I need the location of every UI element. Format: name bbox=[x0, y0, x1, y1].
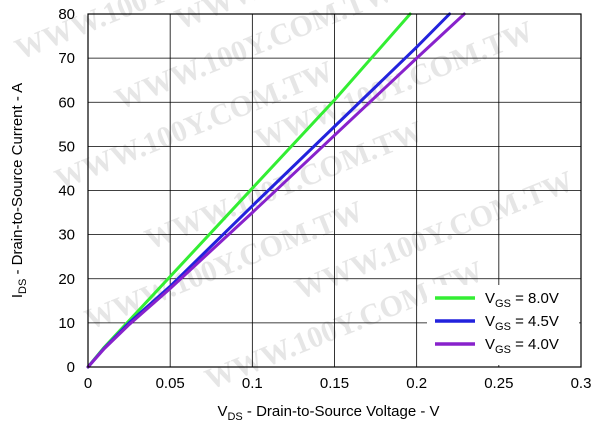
x-tick-label: 0.05 bbox=[156, 375, 185, 392]
y-axis-label-sub: DS bbox=[17, 279, 29, 294]
legend-label-sub: GS bbox=[495, 298, 511, 310]
x-tick-label: 0.3 bbox=[571, 375, 592, 392]
y-axis-ticks: 0 10 20 30 40 50 60 70 80 bbox=[58, 6, 75, 376]
legend-label-sub: GS bbox=[495, 344, 511, 356]
x-tick-label: 0 bbox=[84, 375, 92, 392]
legend-label-sub: GS bbox=[495, 321, 511, 333]
x-axis-label-sub: DS bbox=[227, 411, 242, 423]
series-layer bbox=[86, 12, 466, 369]
grid-lines bbox=[88, 14, 581, 367]
x-axis-label: VDS - Drain-to-Source Voltage - V bbox=[217, 403, 439, 423]
x-tick-label: 0.1 bbox=[242, 375, 263, 392]
y-tick-label: 60 bbox=[58, 94, 75, 111]
y-tick-label: 80 bbox=[58, 6, 75, 23]
legend-label-main: V bbox=[485, 290, 495, 307]
legend-label-main: V bbox=[485, 336, 495, 353]
x-axis-ticks: 0 0.05 0.1 0.15 0.2 0.25 0.3 bbox=[84, 375, 592, 392]
legend-label-3: VGS = 4.0V bbox=[485, 336, 559, 356]
legend-label-rest: = 4.5V bbox=[511, 313, 559, 330]
x-axis-label-rest: - Drain-to-Source Voltage - V bbox=[243, 403, 440, 420]
y-axis-label-main: I bbox=[9, 294, 26, 298]
legend-label-2: VGS = 4.5V bbox=[485, 313, 559, 333]
y-tick-label: 50 bbox=[58, 138, 75, 155]
x-tick-label: 0.2 bbox=[406, 375, 427, 392]
y-axis-label-rest: - Drain-to-Source Current - A bbox=[9, 83, 26, 279]
plot-frame bbox=[87, 13, 582, 368]
x-tick-label: 0.25 bbox=[484, 375, 513, 392]
y-axis-label: IDS - Drain-to-Source Current - A bbox=[9, 83, 29, 298]
y-tick-label: 20 bbox=[58, 271, 75, 288]
y-tick-label: 40 bbox=[58, 183, 75, 200]
legend-label-main: V bbox=[485, 313, 495, 330]
y-tick-label: 10 bbox=[58, 315, 75, 332]
legend-label-1: VGS = 8.0V bbox=[485, 290, 559, 310]
legend-label-rest: = 8.0V bbox=[511, 290, 559, 307]
x-axis-label-main: V bbox=[217, 403, 227, 420]
y-tick-label: 70 bbox=[58, 50, 75, 67]
x-tick-label: 0.15 bbox=[320, 375, 349, 392]
y-tick-label: 0 bbox=[67, 359, 75, 376]
series-line-3 bbox=[86, 12, 466, 369]
y-tick-label: 30 bbox=[58, 227, 75, 244]
legend-label-rest: = 4.0V bbox=[511, 336, 559, 353]
